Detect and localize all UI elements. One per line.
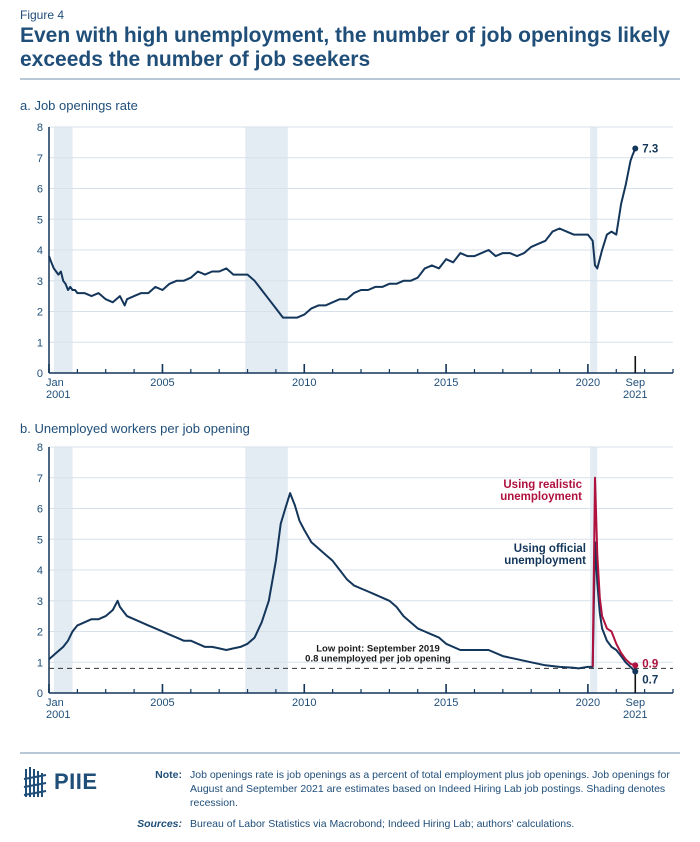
series-line-job-openings-rate [48,148,637,319]
y-tick-label: 0 [37,368,43,380]
piie-logo: PIIE [22,765,98,799]
y-tick-label: 3 [37,276,43,288]
x-tick-label: 2015 [434,697,458,709]
y-tick-label: 2 [37,307,43,319]
notes-block: Note: Job openings rate is job openings … [120,768,680,838]
series-line-using-official-unemployment [48,492,636,673]
x-tick-label: 2020 [576,377,600,389]
end-point-marker [632,668,639,675]
y-tick-label: 8 [37,122,43,134]
x-tick-label: 2021 [623,389,647,401]
x-tick-label: 2010 [292,377,316,389]
y-tick-label: 1 [37,657,43,669]
logo-text: PIIE [54,769,98,794]
y-tick-label: 5 [37,214,43,226]
y-tick-label: 7 [37,473,43,485]
end-value-label: 7.3 [642,144,658,156]
end-value-label: 0.9 [642,658,658,670]
end-point-marker [632,145,639,152]
reference-line-label: 0.8 unemployed per job opening [305,653,451,664]
note-text: Job openings rate is job openings as a p… [190,769,670,809]
x-tick-label: 2001 [46,389,70,401]
series-label: Using official [514,543,586,555]
end-point-marker [632,662,639,669]
sources-row: Sources: Bureau of Labor Statistics via … [120,817,680,831]
x-tick-label: Sep [625,377,645,389]
y-tick-label: 0 [37,688,43,700]
x-tick-label: Jan [46,377,64,389]
series-line-using-realistic-unemployment [591,476,636,667]
y-tick-label: 8 [37,442,43,454]
end-value-label: 0.7 [642,674,658,686]
x-tick-label: 2015 [434,377,458,389]
panel-b-title: b. Unemployed workers per job opening [20,421,250,436]
y-tick-label: 2 [37,627,43,639]
x-tick-label: 2021 [623,709,647,721]
sources-text: Bureau of Labor Statistics via Macrobond… [190,818,575,830]
sources-label: Sources: [137,818,182,830]
x-tick-label: 2010 [292,697,316,709]
panel-a-title: a. Job openings rate [20,98,138,113]
chart-title: Even with high unemployment, the number … [20,24,670,71]
x-tick-label: Sep [625,697,645,709]
y-tick-label: 3 [37,596,43,608]
series-label: unemployment [504,555,586,567]
y-tick-label: 6 [37,504,43,516]
note-label: Note: [155,769,182,781]
y-tick-label: 4 [37,565,43,577]
figure-label: Figure 4 [20,8,65,22]
series-label: unemployment [500,491,582,503]
x-tick-label: 2005 [150,377,174,389]
x-tick-label: 2005 [150,697,174,709]
piie-building-icon [23,767,47,797]
y-tick-label: 6 [37,184,43,196]
reference-line-label: Low point: September 2019 [316,643,440,654]
y-tick-label: 1 [37,337,43,349]
series-label: Using realistic [503,479,582,491]
y-tick-label: 4 [37,245,43,257]
y-tick-label: 7 [37,153,43,165]
title-divider [20,78,680,80]
x-tick-label: 2001 [46,709,70,721]
note-row: Note: Job openings rate is job openings … [120,768,680,810]
x-tick-label: Jan [46,697,64,709]
footer-divider [20,752,680,754]
y-tick-label: 5 [37,534,43,546]
x-tick-label: 2020 [576,697,600,709]
